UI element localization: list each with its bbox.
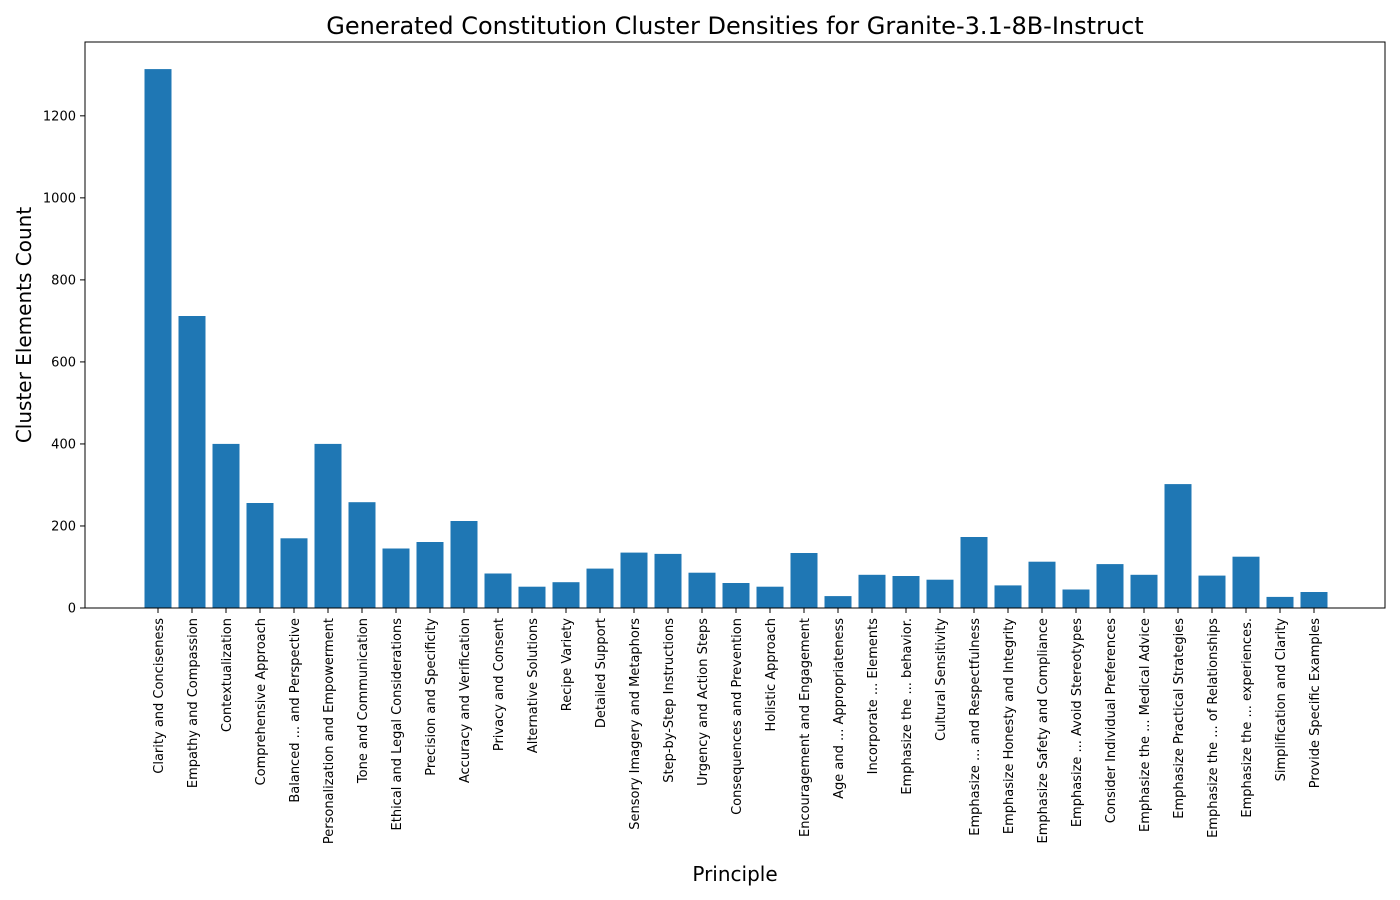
x-tick-label: Incorporate ... Elements: [866, 618, 881, 775]
y-tick-label: 800: [51, 273, 76, 288]
x-tick-label: Emphasize Practical Strategies: [1172, 618, 1187, 819]
y-tick-label: 0: [68, 602, 76, 617]
bar: [892, 576, 920, 608]
x-axis: Clarity and Conciseness Empathy and Compa…: [152, 608, 1323, 844]
x-tick-label: Encouragement and Engagement: [798, 618, 813, 837]
y-tick-label: 400: [51, 437, 76, 452]
bar: [586, 568, 614, 608]
x-tick-label: Tone and Communication: [356, 618, 371, 784]
bars-group: [144, 69, 1328, 609]
y-tick-label: 600: [51, 355, 76, 370]
y-axis-label: Cluster Elements Count: [12, 207, 36, 443]
x-tick-label: Balanced ... and Perspective: [288, 618, 303, 803]
bar: [552, 582, 580, 608]
y-tick-label: 1200: [43, 109, 76, 124]
bar: [484, 573, 512, 608]
bar: [416, 542, 444, 608]
x-axis-label: Principle: [692, 862, 777, 886]
bar: [1096, 564, 1124, 608]
chart-title: Generated Constitution Cluster Densities…: [326, 12, 1143, 40]
x-tick-label: Alternative Solutions: [526, 618, 541, 753]
x-tick-label: Emphasize ... and Respectfulness: [968, 618, 983, 836]
x-tick-label: Emphasize the ... Medical Advice: [1138, 618, 1153, 832]
bar: [280, 538, 308, 608]
x-tick-label: Emphasize the ... behavior.: [900, 618, 915, 795]
x-tick-label: Comprehensive Approach: [254, 618, 269, 785]
x-tick-label: Simplification and Clarity: [1274, 618, 1289, 782]
bar: [824, 596, 852, 608]
bar: [144, 69, 172, 609]
x-tick-label: Ethical and Legal Considerations: [390, 618, 405, 831]
x-tick-label: Clarity and Conciseness: [152, 618, 167, 774]
x-tick-label: Sensory Imagery and Metaphors: [628, 618, 643, 830]
x-tick-label: Detailed Support: [594, 618, 609, 728]
bar: [212, 443, 240, 608]
x-tick-label: Urgency and Action Steps: [696, 618, 711, 786]
bar: [1232, 556, 1260, 608]
bar: [1266, 596, 1294, 608]
bar: [858, 574, 886, 608]
x-tick-label: Emphasize the ... of Relationships: [1206, 618, 1221, 838]
y-tick-label: 200: [51, 519, 76, 534]
x-tick-label: Empathy and Compassion: [186, 618, 201, 788]
x-tick-label: Emphasize the ... experiences.: [1240, 618, 1255, 818]
bar: [382, 548, 410, 608]
bar: [688, 572, 716, 608]
bar: [994, 585, 1022, 608]
bar: [1062, 589, 1090, 608]
plot-frame: [84, 41, 1386, 609]
bar: [1300, 592, 1328, 608]
bar: [450, 521, 478, 608]
bar: [926, 579, 954, 608]
bar: [1164, 484, 1192, 608]
bar: [960, 537, 988, 608]
x-tick-label: Age and ... Appropriateness: [832, 618, 847, 799]
x-tick-label: Cultural Sensitivity: [934, 618, 949, 741]
x-tick-label: Accuracy and Verification: [458, 618, 473, 783]
x-tick-label: Consider Individual Preferences: [1104, 618, 1119, 824]
x-tick-label: Contextualization: [220, 618, 235, 732]
x-tick-label: Emphasize Honesty and Integrity: [1002, 618, 1017, 834]
x-tick-label: Holistic Approach: [764, 618, 779, 731]
x-tick-label: Precision and Specificity: [424, 618, 439, 776]
bar: [722, 583, 750, 608]
x-tick-label: Privacy and Consent: [492, 618, 507, 751]
bar: [790, 553, 818, 608]
x-tick-label: Personalization and Empowerment: [322, 618, 337, 844]
x-tick-label: Recipe Variety: [560, 618, 575, 711]
y-axis: 0 200 400 600 800 1000 1200: [43, 109, 85, 617]
bar: [178, 316, 206, 608]
bar: [246, 503, 274, 608]
x-tick-label: Consequences and Prevention: [730, 618, 745, 815]
x-tick-label: Emphasize ... Avoid Stereotypes: [1070, 618, 1085, 827]
bar: [1130, 574, 1158, 608]
bar: [620, 552, 648, 608]
bar: [654, 553, 682, 608]
bar: [1028, 561, 1056, 608]
bar: [756, 586, 784, 608]
bar: [314, 443, 342, 608]
bar: [348, 502, 376, 608]
x-tick-label: Step-by-Step Instructions: [662, 618, 677, 783]
bar: [1198, 575, 1226, 608]
x-tick-label: Emphasize Safety and Compliance: [1036, 618, 1051, 844]
y-tick-label: 1000: [43, 191, 76, 206]
bar: [518, 586, 546, 608]
x-tick-label: Provide Specific Examples: [1308, 618, 1323, 788]
